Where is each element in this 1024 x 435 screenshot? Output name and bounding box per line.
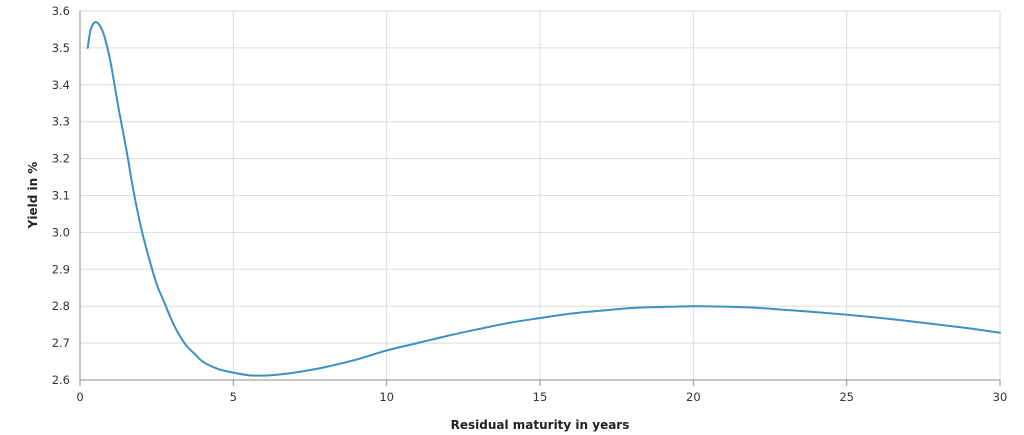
- grid-lines: [79, 10, 1001, 381]
- x-tick-label: 5: [230, 390, 237, 404]
- y-tick-label: 2.7: [52, 336, 70, 350]
- series-line: [86, 20, 1001, 377]
- y-tick-label: 3.4: [52, 78, 70, 92]
- y-axis-ticks: 2.6 2.7 2.8 2.9 3.0 3.1 3.2 3.3 3.4 3.5 3.6: [52, 4, 70, 387]
- y-tick-label: 2.9: [52, 262, 70, 276]
- y-tick-label: 3.5: [52, 41, 70, 55]
- axes: [79, 11, 1001, 386]
- x-tick-label: 20: [686, 390, 701, 404]
- y-tick-label: 2.6: [52, 373, 70, 387]
- x-tick-label: 15: [533, 390, 548, 404]
- y-axis-title: Yield in %: [26, 162, 40, 230]
- x-tick-label: 0: [76, 390, 83, 404]
- series-group: [86, 20, 1001, 377]
- y-tick-label: 3.3: [52, 115, 70, 129]
- x-tick-label: 30: [993, 390, 1008, 404]
- y-tick-label: 3.6: [52, 4, 70, 18]
- x-axis-ticks: 0 5 10 15 20 25 30: [76, 390, 1007, 404]
- y-tick-label: 2.8: [52, 299, 70, 313]
- y-tick-label: 3.1: [52, 189, 70, 203]
- y-tick-label: 3.2: [52, 152, 70, 166]
- y-tick-label: 3.0: [52, 225, 70, 239]
- x-axis-title: Residual maturity in years: [451, 418, 630, 432]
- x-tick-label: 25: [839, 390, 854, 404]
- x-tick-label: 10: [379, 390, 394, 404]
